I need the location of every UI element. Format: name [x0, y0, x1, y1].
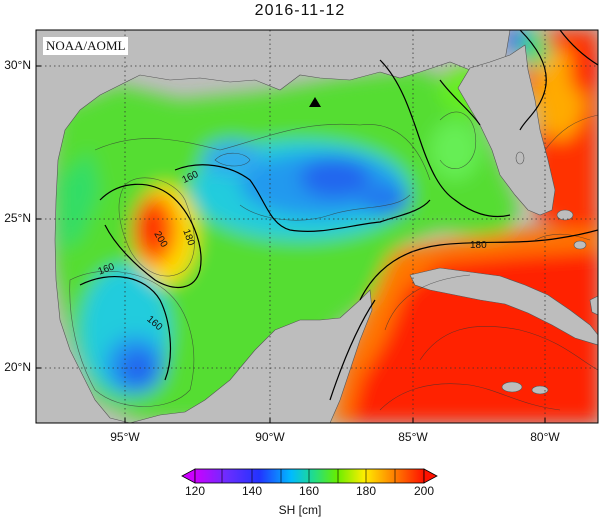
lat-label-25n: 25°N	[4, 211, 31, 225]
station-marker	[309, 97, 321, 107]
colorbar-bar	[194, 468, 425, 484]
lon-label-95w: 95°W	[110, 430, 140, 444]
source-label: NOAA/AOML	[43, 37, 129, 55]
colorbar-tick-140: 140	[241, 484, 263, 498]
land-masses	[36, 30, 598, 423]
colorbar-label: SH [cm]	[278, 503, 322, 517]
contour-lines-thin	[69, 111, 598, 411]
colorbar-tick-200: 200	[413, 484, 435, 498]
lon-label-90w: 90°W	[255, 430, 285, 444]
colorbar-high-arrow	[423, 468, 438, 484]
colorbar-tick-160: 160	[298, 484, 320, 498]
contour-label: 180	[470, 240, 487, 251]
lat-label-30n: 30°N	[4, 58, 31, 72]
lon-label-85w: 85°W	[398, 430, 428, 444]
colorbar	[181, 468, 438, 484]
colorbar-tick-120: 120	[184, 484, 206, 498]
sea-height-field	[50, 30, 598, 423]
lat-label-20n: 20°N	[4, 360, 31, 374]
map-title: 2016-11-12	[254, 2, 346, 19]
lon-label-80w: 80°W	[530, 430, 560, 444]
map-frame	[35, 29, 599, 424]
lat-lon-grid	[36, 30, 598, 423]
colorbar-tick-180: 180	[355, 484, 377, 498]
axis-ticks	[36, 65, 546, 423]
colorbar-low-arrow	[181, 468, 196, 484]
